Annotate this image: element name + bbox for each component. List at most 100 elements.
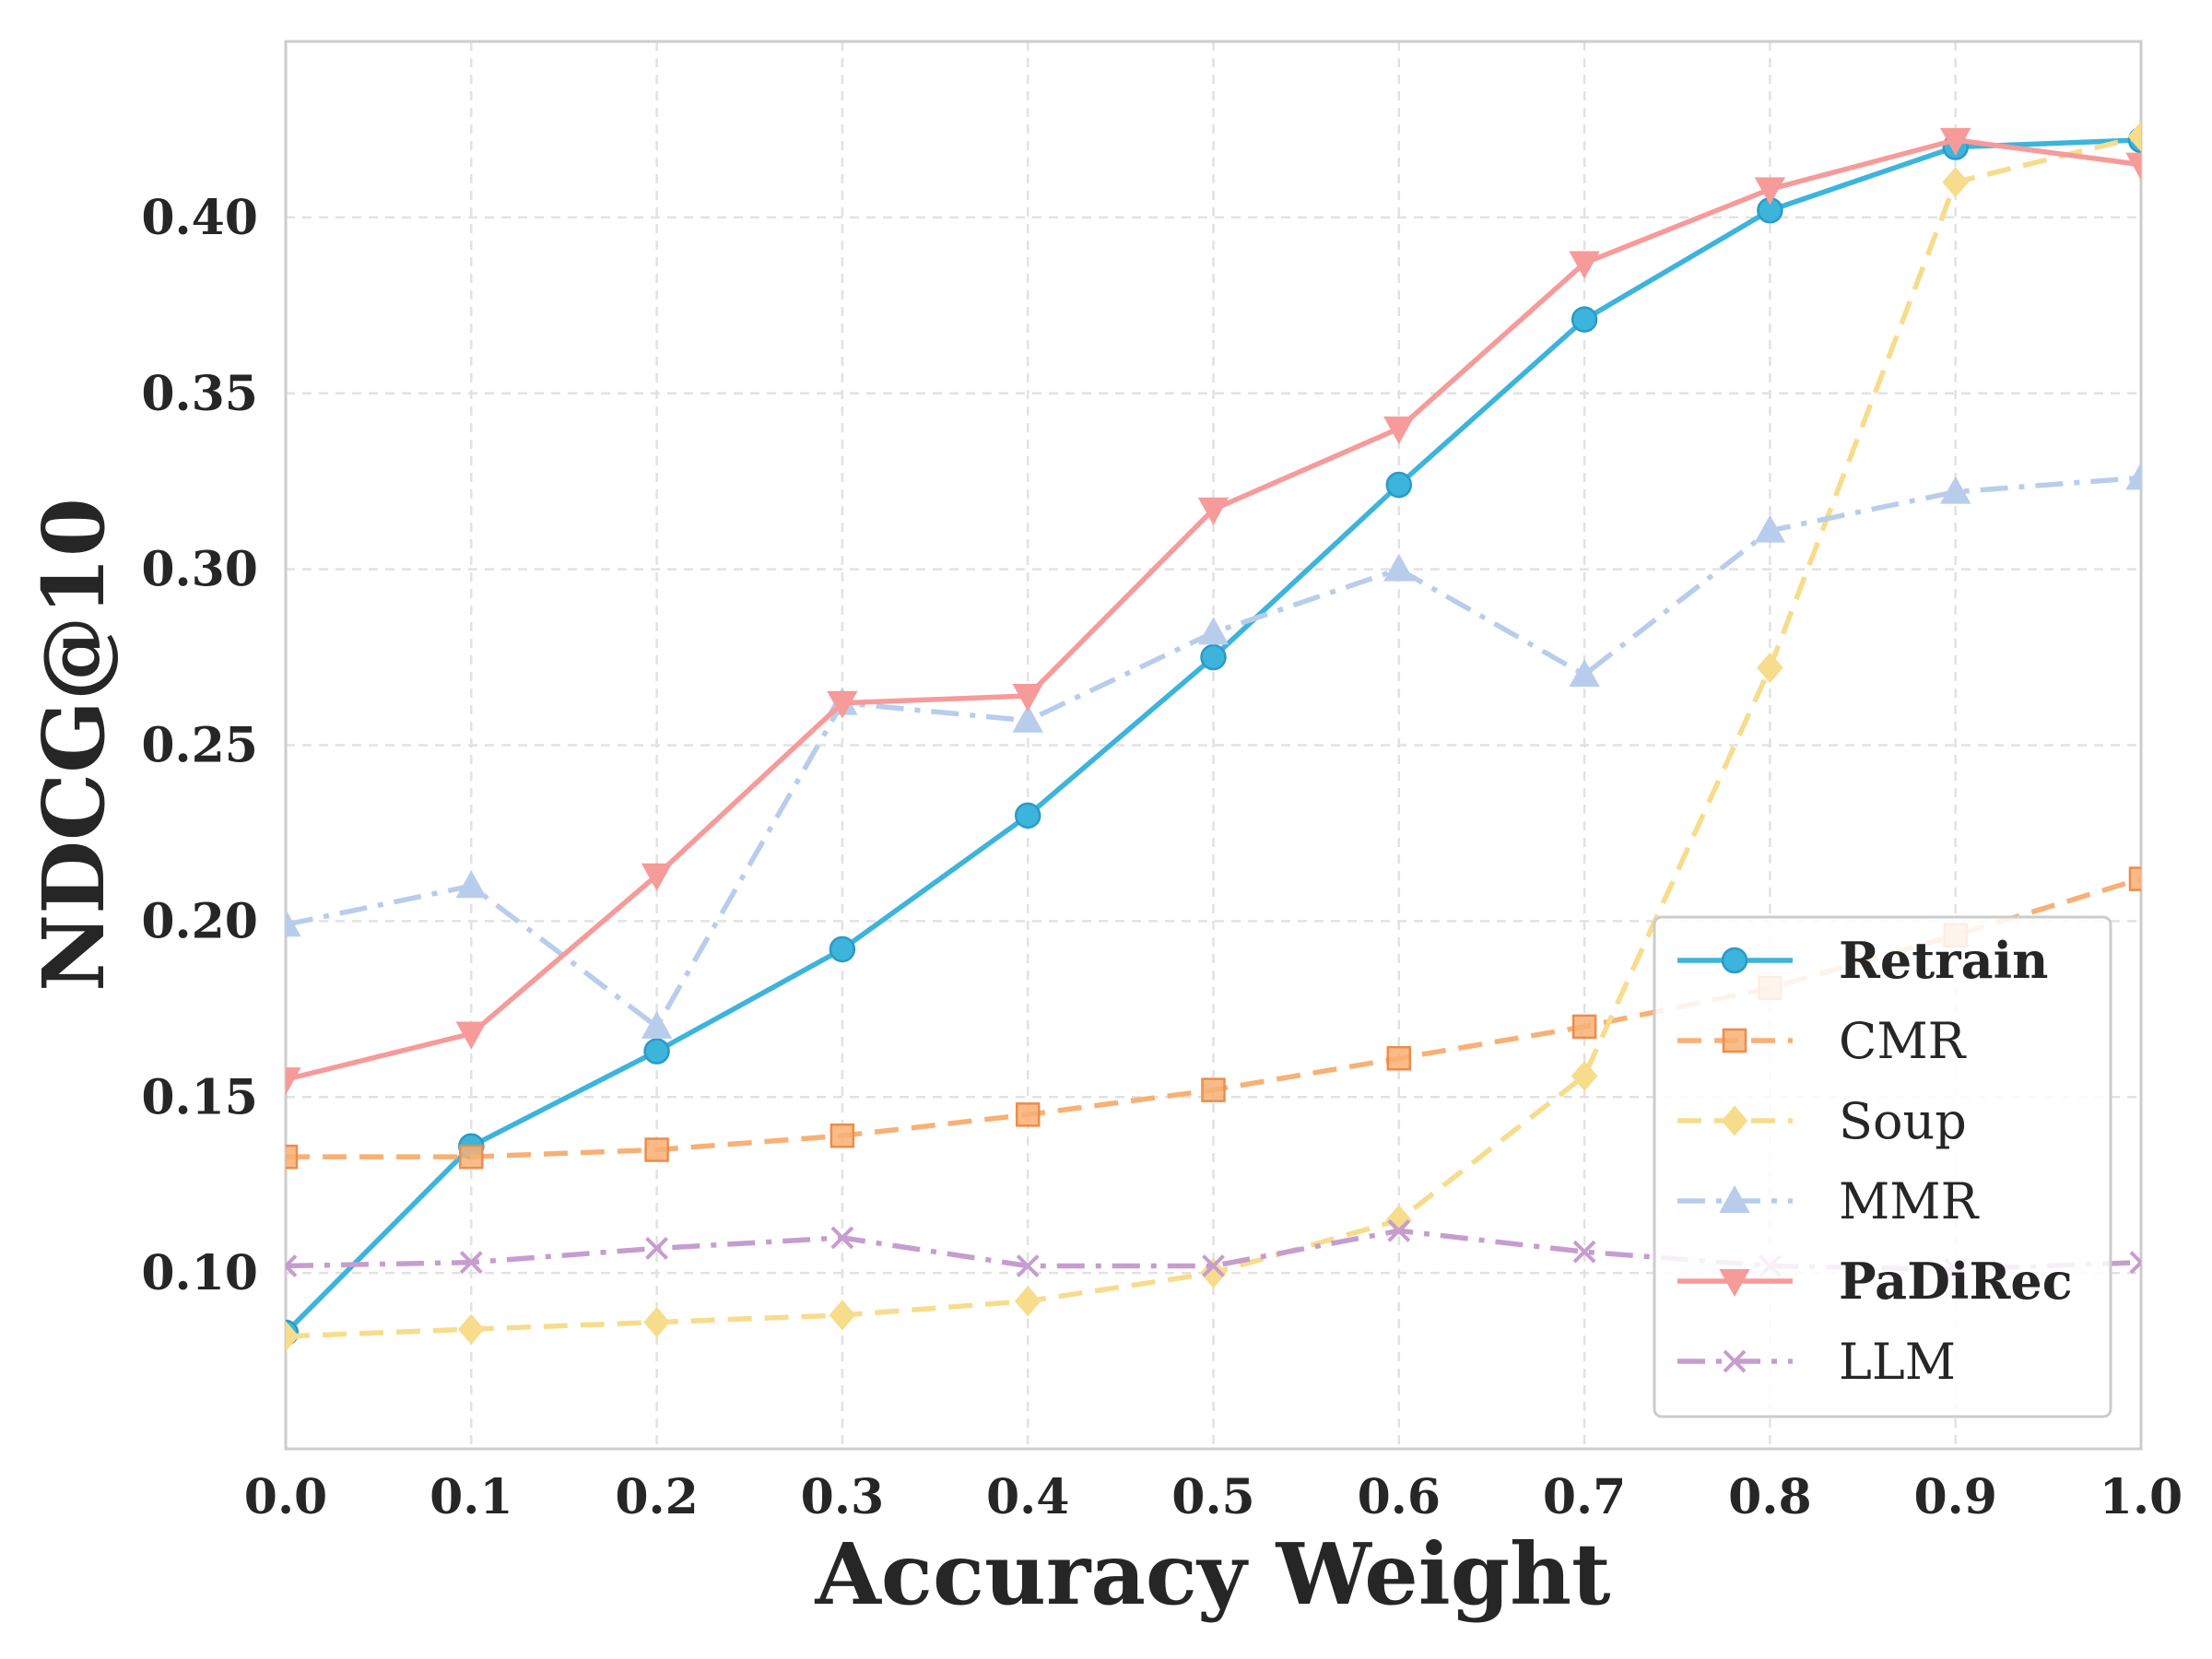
data-point-mmr bbox=[455, 870, 487, 899]
legend-label: Soup bbox=[1839, 1092, 1967, 1150]
data-point-llm bbox=[645, 1236, 669, 1260]
data-point-cmr bbox=[1571, 1014, 1597, 1040]
x-tick-label: 0.8 bbox=[1728, 1469, 1811, 1525]
legend: Retrain CMR Soup MMR PaDiRec LLM bbox=[1653, 915, 2112, 1418]
data-point-llm bbox=[1387, 1218, 1411, 1242]
data-point-mmr bbox=[286, 909, 301, 937]
x-tick-label: 0.6 bbox=[1358, 1469, 1441, 1525]
data-point-soup bbox=[1757, 652, 1783, 684]
x-tick-label: 0.4 bbox=[986, 1469, 1069, 1525]
x-tick-label: 0.0 bbox=[244, 1469, 327, 1525]
data-point-retrain bbox=[1200, 643, 1227, 671]
legend-marker-llm bbox=[1723, 1349, 1747, 1373]
data-point-padirec bbox=[641, 863, 673, 891]
data-point-soup bbox=[643, 1307, 670, 1338]
legend-marker-cmr bbox=[1722, 1028, 1747, 1053]
x-tick-label: 0.2 bbox=[615, 1469, 698, 1525]
data-point-cmr bbox=[1201, 1077, 1226, 1102]
y-tick-label: 0.15 bbox=[141, 1069, 258, 1125]
y-tick-label: 0.20 bbox=[141, 893, 258, 949]
data-point-padirec bbox=[2125, 152, 2141, 181]
y-axis-title: NDCG@10 bbox=[24, 498, 124, 992]
x-tick-label: 0.5 bbox=[1171, 1469, 1254, 1525]
series-mmr bbox=[286, 462, 2141, 1039]
grid bbox=[284, 41, 2143, 1449]
y-tick-label: 0.10 bbox=[141, 1245, 258, 1301]
data-point-mmr bbox=[1383, 553, 1415, 582]
data-point-llm bbox=[830, 1226, 854, 1250]
data-point-soup bbox=[1942, 167, 1970, 198]
legend-marker-mmr bbox=[1719, 1184, 1750, 1213]
x-tick-label: 0.3 bbox=[801, 1469, 884, 1525]
data-point-retrain bbox=[643, 1038, 670, 1065]
data-point-cmr bbox=[830, 1123, 855, 1148]
series-padirec bbox=[286, 127, 2141, 1096]
data-point-cmr bbox=[1386, 1046, 1412, 1071]
data-point-padirec bbox=[1569, 251, 1600, 279]
data-point-padirec bbox=[286, 1067, 301, 1096]
data-point-cmr bbox=[1015, 1102, 1041, 1127]
legend-label: PaDiRec bbox=[1839, 1252, 2073, 1311]
legend-item-retrain: Retrain bbox=[1677, 931, 2048, 990]
data-point-mmr bbox=[1569, 659, 1600, 688]
data-point-mmr bbox=[1940, 476, 1971, 504]
data-point-mmr bbox=[641, 1010, 673, 1039]
data-point-soup bbox=[1571, 1060, 1598, 1091]
legend-label: MMR bbox=[1839, 1172, 1980, 1230]
x-axis-title: Accuracy Weight bbox=[815, 1524, 1611, 1624]
y-tick-label: 0.30 bbox=[141, 542, 258, 598]
x-tick-label: 0.1 bbox=[429, 1469, 512, 1525]
legend-item-llm: LLM bbox=[1677, 1333, 1956, 1391]
data-point-mmr bbox=[1197, 617, 1230, 645]
data-point-mmr bbox=[1012, 704, 1043, 733]
data-point-llm bbox=[286, 1254, 298, 1277]
data-point-soup bbox=[2127, 121, 2141, 152]
legend-label: Retrain bbox=[1839, 931, 2048, 990]
data-point-retrain bbox=[1014, 802, 1041, 830]
data-point-soup bbox=[1014, 1286, 1041, 1317]
data-point-retrain bbox=[1571, 306, 1598, 333]
legend-item-cmr: CMR bbox=[1677, 1012, 1967, 1070]
data-point-padirec bbox=[1197, 497, 1230, 525]
y-tick-label: 0.25 bbox=[141, 718, 258, 774]
data-point-llm bbox=[1202, 1254, 1225, 1277]
data-point-padirec bbox=[1754, 177, 1786, 206]
data-point-retrain bbox=[829, 935, 856, 963]
y-tick-label: 0.40 bbox=[141, 190, 258, 246]
plot-frame bbox=[284, 40, 2143, 1451]
x-tick-label: 1.0 bbox=[2100, 1469, 2183, 1525]
data-point-llm bbox=[2129, 1251, 2141, 1275]
series-soup bbox=[286, 121, 2141, 1352]
y-tick-label: 0.35 bbox=[141, 366, 258, 422]
data-point-llm bbox=[1572, 1240, 1596, 1264]
data-point-padirec bbox=[1383, 416, 1415, 444]
data-point-padirec bbox=[1940, 127, 1971, 156]
legend-item-mmr: MMR bbox=[1677, 1172, 1980, 1230]
data-point-mmr bbox=[1754, 514, 1786, 543]
legend-item-padirec: PaDiRec bbox=[1677, 1252, 2073, 1311]
data-point-cmr bbox=[644, 1137, 669, 1162]
data-point-cmr bbox=[2128, 866, 2141, 891]
x-tick-label: 0.7 bbox=[1543, 1469, 1626, 1525]
data-point-cmr bbox=[459, 1144, 484, 1170]
data-point-padirec bbox=[1012, 684, 1043, 712]
legend-marker-soup bbox=[1721, 1105, 1748, 1136]
data-point-padirec bbox=[827, 690, 858, 719]
data-point-llm bbox=[459, 1251, 483, 1275]
x-tick-label: 0.9 bbox=[1913, 1469, 1996, 1525]
legend-item-soup: Soup bbox=[1677, 1092, 1967, 1150]
data-point-mmr bbox=[2125, 462, 2141, 490]
data-point-soup bbox=[457, 1313, 485, 1345]
data-point-cmr bbox=[286, 1144, 299, 1170]
data-point-soup bbox=[286, 1321, 300, 1352]
data-point-padirec bbox=[455, 1021, 487, 1050]
legend-marker-padirec bbox=[1719, 1269, 1750, 1298]
data-point-llm bbox=[1016, 1254, 1040, 1277]
tick-labels: 0.0 0.1 0.2 0.3 0.4 0.5 0.6 0.7 0.8 0.9 1.0 0.10 0.1… bbox=[141, 190, 2183, 1525]
data-point-soup bbox=[829, 1300, 856, 1331]
legend-label: CMR bbox=[1839, 1012, 1967, 1070]
legend-label: LLM bbox=[1839, 1333, 1956, 1391]
legend-marker-retrain bbox=[1721, 947, 1748, 974]
data-point-retrain bbox=[1385, 471, 1413, 499]
